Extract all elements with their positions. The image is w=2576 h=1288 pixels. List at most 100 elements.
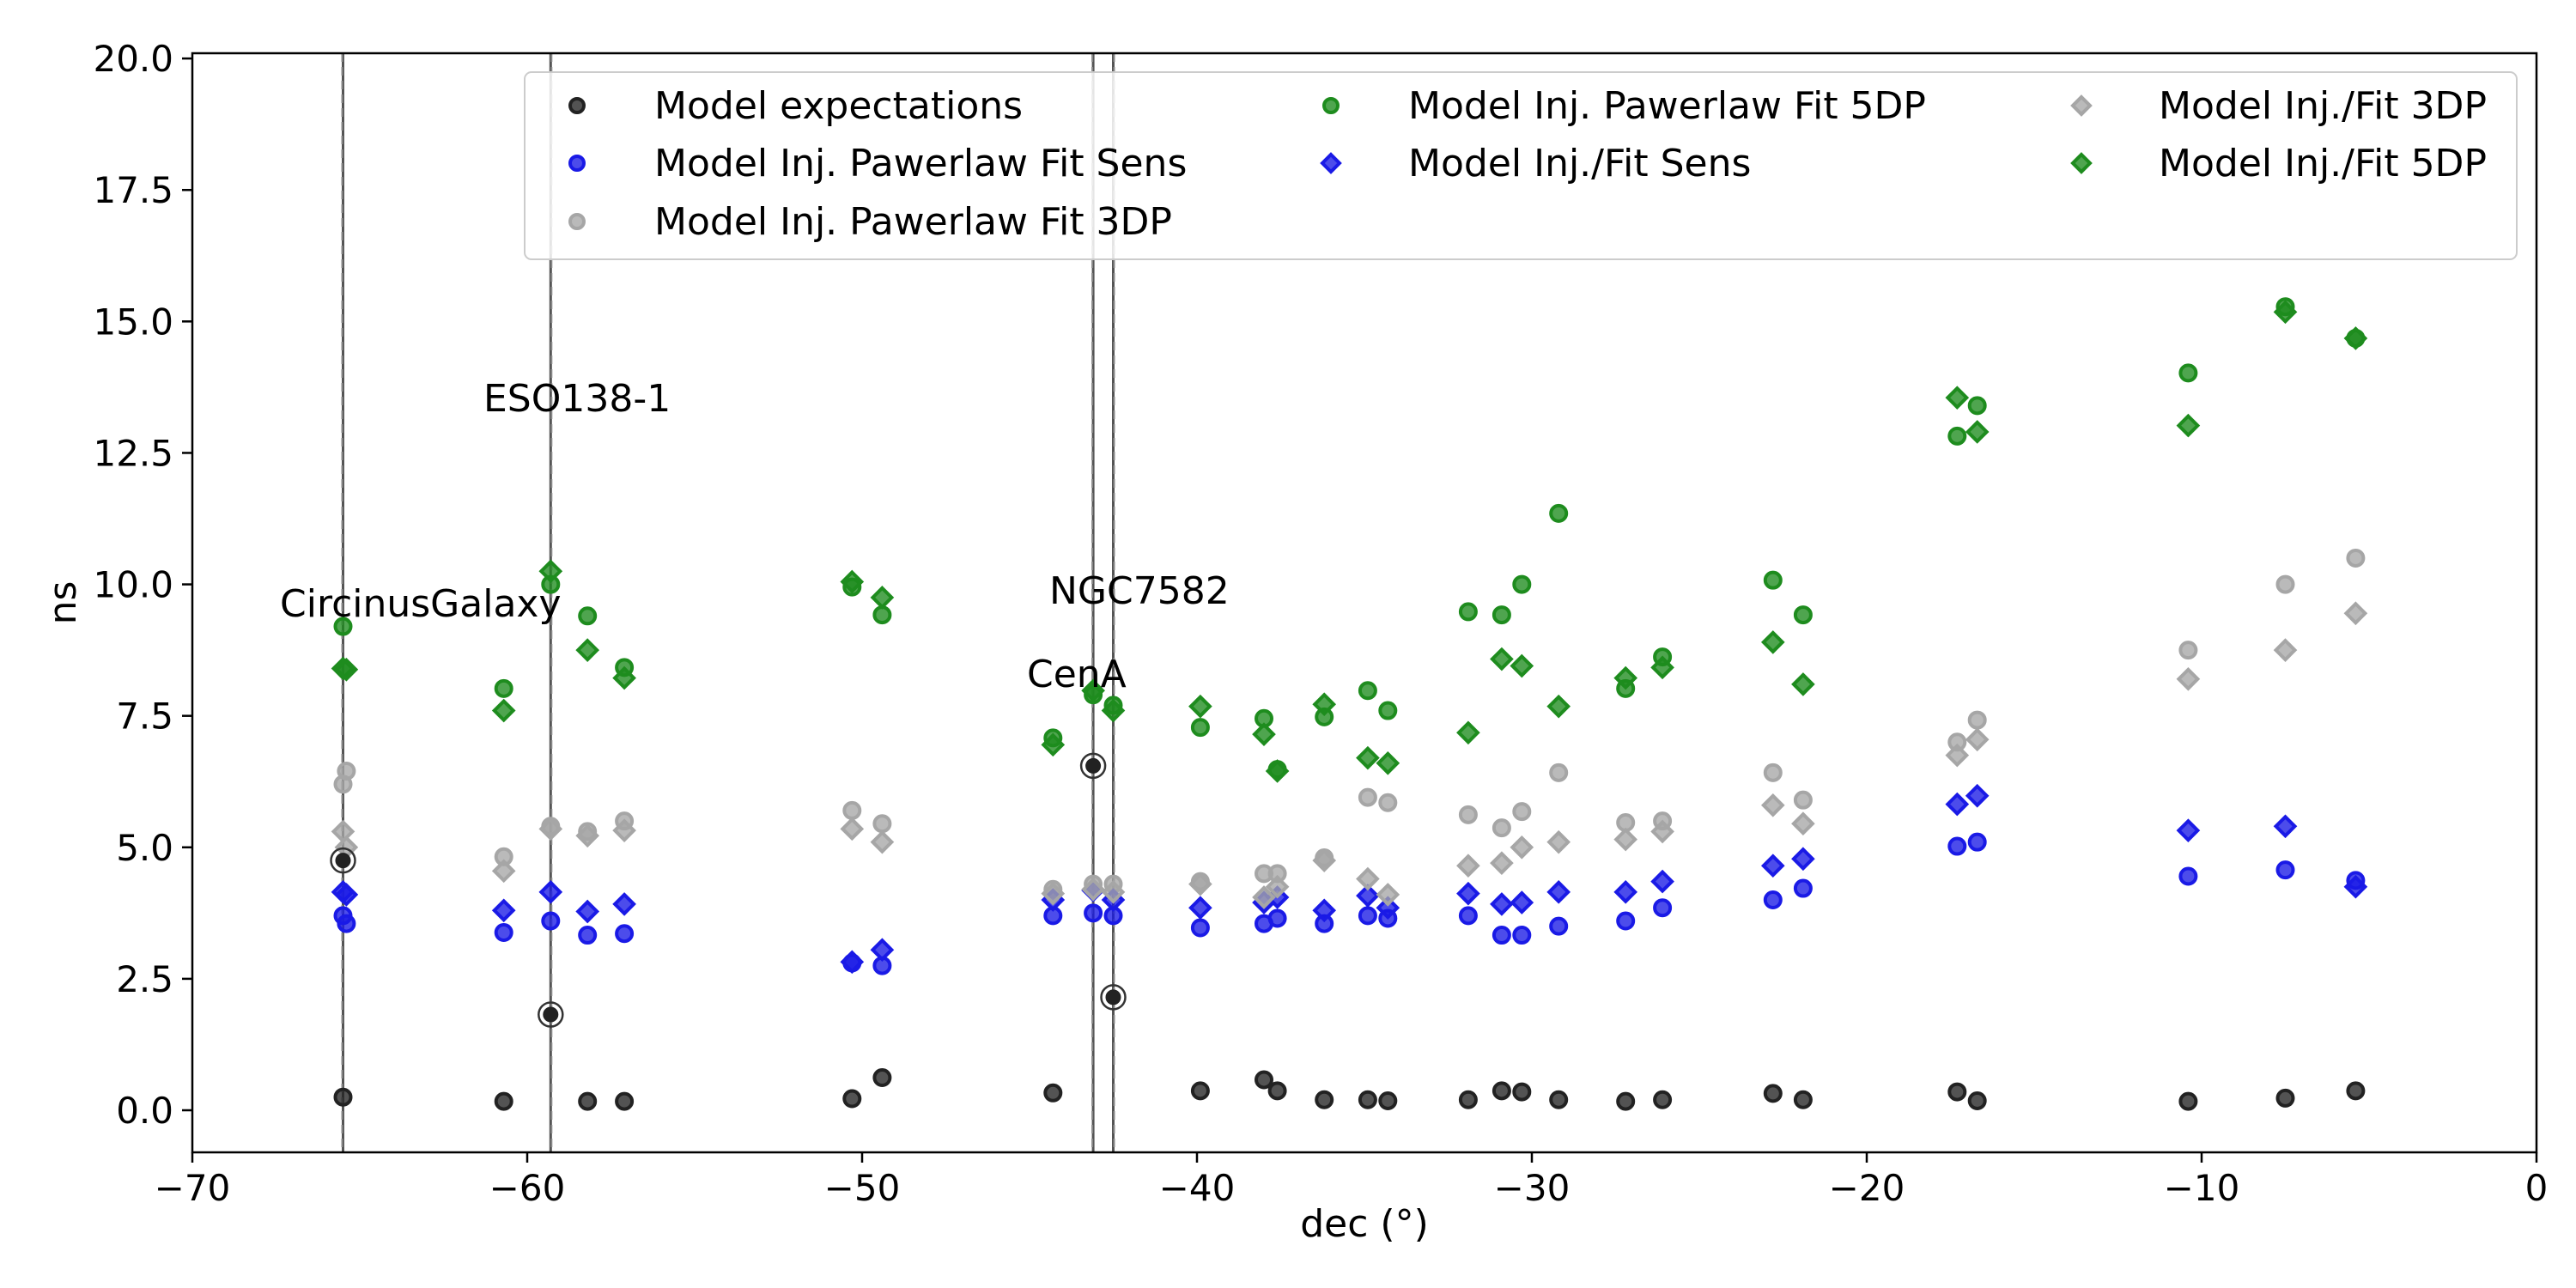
data-point (1763, 762, 1783, 782)
data-point (612, 818, 636, 843)
data-point (1101, 698, 1126, 723)
data-point (1549, 762, 1569, 782)
data-point (491, 898, 516, 923)
y-tick-label: 5.0 (116, 827, 173, 869)
data-point (1965, 420, 1990, 444)
x-axis-ticks: −70 −60 −50 −40 −30 −20 −10 0 (155, 1152, 2548, 1209)
data-point (1546, 829, 1571, 854)
y-tick-label: 12.5 (93, 432, 173, 474)
data-point (1965, 783, 1990, 808)
data-point (1456, 720, 1480, 745)
x-tick-label: −50 (824, 1167, 901, 1209)
data-point (1358, 681, 1377, 701)
data-point (1760, 630, 1785, 654)
series-group (333, 1068, 2366, 1111)
source-ring (1100, 984, 1127, 1011)
data-point (1458, 805, 1478, 824)
data-point (2176, 818, 2201, 843)
data-point (334, 883, 359, 907)
data-point (1549, 503, 1569, 523)
legend-item: Model Inj./Fit Sens (1320, 142, 1751, 185)
data-point (1188, 694, 1212, 719)
legend-label: Model Inj./Fit 5DP (2159, 142, 2487, 185)
data-point (1255, 1070, 1273, 1090)
data-point (2346, 548, 2366, 568)
data-point (1188, 872, 1212, 896)
data-point (1378, 1091, 1398, 1110)
source-point (1085, 757, 1102, 774)
data-point (1041, 881, 1066, 906)
data-point (333, 1087, 353, 1107)
data-point (541, 911, 561, 931)
data-point (1760, 854, 1785, 878)
data-point (615, 1091, 635, 1111)
data-point (1490, 892, 1514, 916)
data-point (1376, 883, 1400, 907)
data-point (1653, 1090, 1673, 1109)
data-point (1190, 718, 1210, 738)
data-point (1376, 750, 1400, 775)
data-point (2275, 1088, 2295, 1108)
data-point (872, 814, 892, 834)
data-point (1510, 835, 1534, 860)
data-point (1358, 906, 1377, 926)
data-point (1084, 903, 1103, 923)
x-axis-label: dec (°) (1300, 1202, 1429, 1246)
data-point (2176, 666, 2201, 691)
legend-item: Model Inj. Pawerlaw Fit 5DP (1322, 84, 1926, 128)
data-point (2343, 326, 2368, 350)
data-point (2178, 866, 2198, 886)
data-point (842, 1089, 862, 1109)
annotation-eso138-1: ESO138-1 (483, 377, 671, 421)
data-point (1492, 818, 1511, 838)
data-point (1650, 869, 1674, 894)
data-point (1252, 885, 1276, 909)
y-tick-label: 7.5 (116, 696, 173, 738)
y-tick-label: 0.0 (116, 1090, 173, 1132)
data-point (1549, 916, 1569, 936)
data-point (1965, 727, 1990, 752)
data-point (1356, 884, 1380, 908)
data-point (1650, 655, 1674, 680)
data-point (575, 638, 600, 662)
data-point (494, 1091, 513, 1111)
data-point (1252, 722, 1276, 746)
data-point (872, 1068, 892, 1088)
data-point (840, 569, 865, 594)
data-point (1650, 819, 1674, 844)
data-point (1378, 701, 1398, 720)
data-point (1793, 790, 1813, 810)
annotation-cena: CenA (1027, 653, 1127, 696)
data-point (1967, 710, 1987, 730)
data-point (494, 678, 513, 698)
data-point (1616, 1091, 1636, 1111)
data-point (1492, 926, 1511, 945)
data-point (491, 859, 516, 884)
data-point (1188, 896, 1212, 920)
data-point (870, 938, 895, 963)
data-point (1653, 898, 1673, 918)
data-point (1043, 1083, 1063, 1103)
data-point (1763, 570, 1783, 590)
data-point (1967, 832, 1987, 852)
x-tick-label: −40 (1159, 1167, 1236, 1209)
data-point (575, 823, 600, 848)
data-point (333, 617, 353, 636)
data-point (1512, 1082, 1532, 1102)
legend-marker (568, 155, 586, 172)
y-axis-label: ns (41, 581, 85, 625)
data-point (1081, 877, 1105, 902)
legend-marker (1322, 97, 1340, 114)
data-point (1760, 793, 1785, 817)
y-axis-ticks: 0.0 2.5 5.0 7.5 10.0 12.5 15.0 17.5 20.0 (93, 38, 192, 1132)
legend-item: Model Inj./Fit 5DP (2070, 142, 2487, 185)
data-point (1492, 1081, 1511, 1101)
data-point (1510, 890, 1534, 914)
data-point (1793, 1090, 1813, 1109)
data-point (1967, 1091, 1987, 1110)
source-ring (330, 847, 356, 874)
data-point (2178, 641, 2198, 660)
data-point (1549, 1090, 1569, 1109)
source-ring (1079, 752, 1107, 780)
data-point (1967, 396, 1987, 416)
